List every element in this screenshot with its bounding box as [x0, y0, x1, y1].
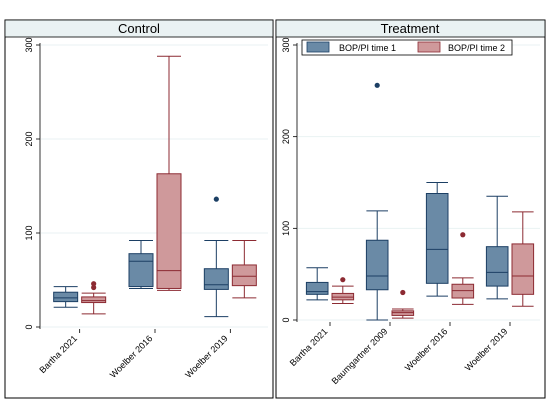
control-woelber-2019-time2-box-group	[231, 240, 257, 299]
control-y-tick-label: 200	[24, 131, 34, 146]
treatment-woelber-2016-time1-box-group	[425, 182, 449, 297]
treatment-woelber-2016-time1-box	[425, 193, 449, 284]
legend-label-time1: BOP/PI time 1	[339, 43, 396, 53]
legend-label-time2: BOP/PI time 2	[448, 43, 505, 53]
treatment-baumgartner-2009-time1-box-group	[365, 82, 389, 321]
control-y-tick-label: 0	[24, 324, 34, 329]
control-y-tick-label: 100	[24, 225, 34, 240]
treatment-panel-frame	[275, 19, 546, 399]
treatment-woelber-2019-time2-box	[511, 243, 535, 295]
control-woelber-2016-time1-box	[128, 253, 154, 288]
legend-swatch-time1	[306, 41, 330, 53]
control-bartha-2021-time2-outlier	[91, 281, 97, 287]
control-woelber-2019-time1-box	[203, 268, 229, 290]
treatment-y-tick-label: 200	[281, 129, 291, 144]
treatment-woelber-2019-time2-box-group	[511, 211, 535, 307]
control-bartha-2021-time1-box	[53, 291, 79, 303]
treatment-panel-strip	[275, 19, 546, 38]
treatment-baumgartner-2009-time1-box	[365, 239, 389, 291]
treatment-woelber-2019-time1-box-group	[485, 195, 509, 300]
control-panel-strip	[4, 19, 274, 38]
control-y-tick-label: 300	[24, 37, 34, 52]
control-woelber-2016-time2-box-group	[156, 55, 182, 291]
control-panel-title: Control	[118, 21, 160, 36]
treatment-woelber-2016-time2-box-group	[451, 232, 475, 305]
control-woelber-2019-time1-box-group	[203, 196, 229, 318]
legend-frame	[301, 39, 513, 56]
control-bartha-2021-time1-box-group	[53, 286, 79, 308]
legend-swatch-time2	[417, 41, 441, 53]
treatment-baumgartner-2009-time1-outlier	[374, 82, 380, 88]
control-bartha-2021-time2-box	[81, 296, 107, 304]
control-woelber-2016-time2-box	[156, 173, 182, 289]
treatment-y-tick-label: 100	[281, 221, 291, 236]
treatment-bartha-2021-time2-outlier	[340, 277, 346, 283]
treatment-baumgartner-2009-time2-box-group	[391, 289, 415, 319]
control-woelber-2019-time2-box	[231, 264, 257, 287]
treatment-woelber-2016-time2-outlier	[460, 232, 466, 238]
treatment-bartha-2021-time2-box-group	[331, 277, 355, 304]
treatment-panel-title: Treatment	[381, 21, 440, 36]
treatment-y-tick-label: 0	[281, 317, 291, 322]
control-woelber-2019-time1-outlier	[213, 196, 219, 202]
treatment-bartha-2021-time1-box-group	[305, 267, 329, 301]
control-bartha-2021-time2-outlier	[91, 284, 97, 291]
treatment-woelber-2019-time1-box	[485, 246, 509, 287]
treatment-bartha-2021-time1-box	[305, 281, 329, 295]
legend: BOP/PI time 1 BOP/PI time 2	[301, 39, 513, 56]
control-panel-frame	[4, 19, 274, 399]
control-woelber-2016-time1-box-group	[128, 240, 154, 289]
treatment-y-tick-label: 300	[281, 37, 291, 52]
treatment-baumgartner-2009-time2-outlier	[400, 289, 406, 296]
control-bartha-2021-time2-box-group	[81, 281, 107, 315]
